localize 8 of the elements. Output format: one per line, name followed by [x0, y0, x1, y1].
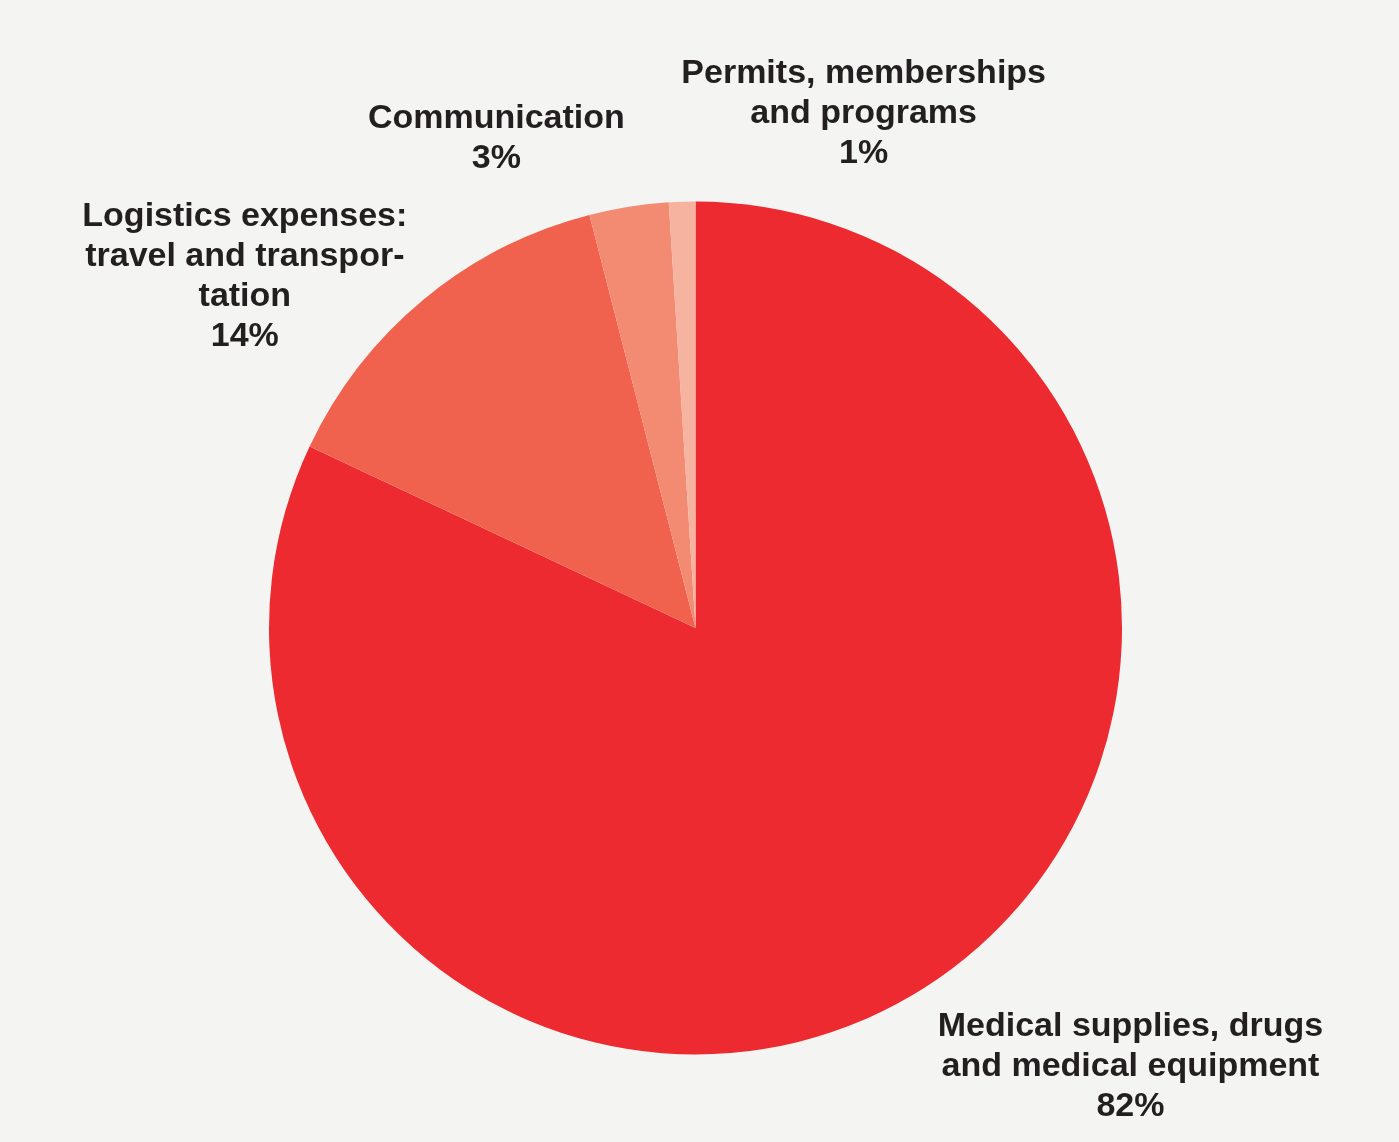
data-label: 82%: [1096, 1085, 1165, 1124]
slice-label: Permits, memberships and programs: [681, 51, 1046, 130]
slice-label: Logistics expenses: travel and transpor- tation: [82, 195, 408, 314]
data-label: 14%: [210, 315, 279, 354]
data-label: 3%: [471, 136, 521, 175]
data-label: 1%: [839, 131, 889, 170]
slice-label: Medical supplies, drugs and medical equipment: [937, 1005, 1324, 1084]
slice-label: Communication: [367, 96, 625, 135]
